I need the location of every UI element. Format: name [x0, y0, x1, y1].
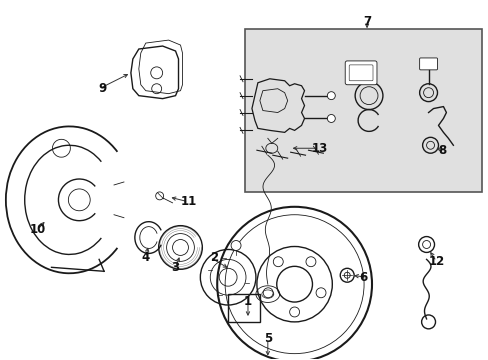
FancyBboxPatch shape [348, 65, 372, 81]
Text: 12: 12 [427, 255, 444, 268]
Text: 5: 5 [263, 332, 271, 345]
FancyBboxPatch shape [419, 58, 437, 70]
Bar [244, 29, 481, 192]
Text: 10: 10 [29, 223, 46, 236]
Bar [228, 294, 259, 322]
FancyBboxPatch shape [345, 61, 376, 85]
Circle shape [326, 92, 335, 100]
Text: 13: 13 [311, 142, 327, 155]
Text: 4: 4 [142, 251, 150, 264]
Text: 9: 9 [99, 82, 107, 95]
Text: 11: 11 [180, 195, 196, 208]
Text: 7: 7 [362, 15, 370, 28]
Circle shape [326, 114, 335, 122]
Text: 1: 1 [244, 294, 251, 307]
Text: 2: 2 [210, 251, 218, 264]
Text: 8: 8 [438, 144, 446, 157]
Text: 3: 3 [171, 261, 179, 274]
Circle shape [155, 192, 163, 200]
Circle shape [231, 240, 241, 251]
Text: 6: 6 [358, 271, 366, 284]
